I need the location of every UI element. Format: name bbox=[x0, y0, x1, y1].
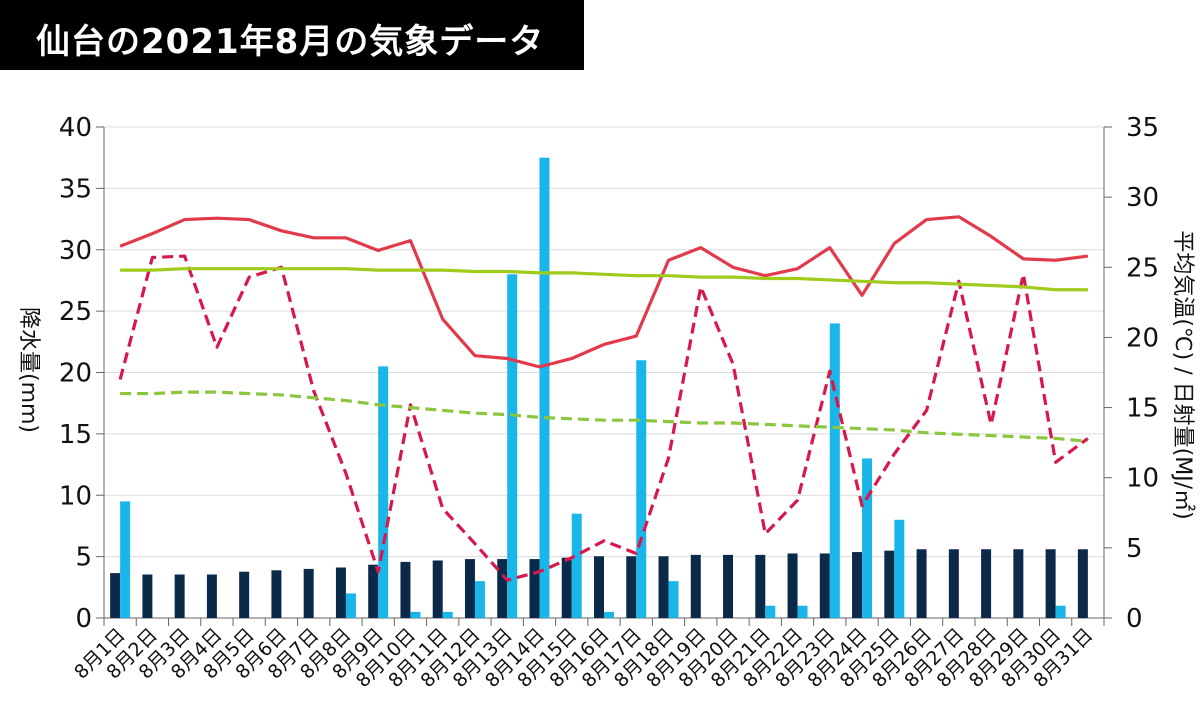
bar bbox=[658, 556, 669, 618]
bar bbox=[410, 611, 421, 618]
bars bbox=[110, 157, 1088, 618]
bar bbox=[303, 568, 314, 618]
series-line bbox=[120, 390, 1089, 443]
bar bbox=[604, 611, 614, 618]
tick-label-left: 40 bbox=[59, 113, 92, 143]
y-axis-left-label: 降水量(mm) bbox=[16, 307, 41, 433]
tick-label-left: 10 bbox=[59, 481, 92, 511]
tick-label-right: 15 bbox=[1126, 394, 1159, 424]
bar bbox=[120, 501, 131, 618]
title-banner: 仙台の2021年8月の気象データ bbox=[0, 0, 584, 70]
tick-label-left: 30 bbox=[59, 236, 92, 266]
lines bbox=[118, 215, 1089, 582]
bar bbox=[432, 560, 443, 618]
tick-label-right: 30 bbox=[1126, 183, 1159, 213]
bar bbox=[916, 549, 927, 618]
tick-label-left: 5 bbox=[75, 543, 92, 573]
bar bbox=[894, 519, 905, 618]
grid-lines bbox=[104, 126, 1104, 558]
bar bbox=[464, 559, 475, 618]
bar bbox=[529, 559, 540, 618]
series-line bbox=[118, 254, 1089, 582]
bar bbox=[594, 556, 604, 618]
bar bbox=[400, 561, 411, 618]
tick-label-left: 35 bbox=[59, 174, 92, 204]
bar bbox=[206, 574, 217, 618]
bar bbox=[378, 366, 389, 618]
tick-label-left: 25 bbox=[59, 297, 92, 327]
bar bbox=[862, 458, 873, 618]
bar bbox=[787, 553, 798, 618]
tick-labels: 0510152025303540051015202530358月1日8月2日8月… bbox=[59, 113, 1159, 692]
bar bbox=[1055, 605, 1066, 618]
tick-label-right: 20 bbox=[1126, 323, 1159, 353]
bar bbox=[981, 549, 992, 618]
bar bbox=[626, 556, 637, 618]
series-line bbox=[120, 267, 1088, 292]
bar bbox=[174, 574, 185, 618]
bar bbox=[797, 605, 808, 618]
chart-title: 仙台の2021年8月の気象データ bbox=[36, 22, 545, 62]
bar bbox=[571, 513, 582, 618]
bar bbox=[852, 552, 863, 618]
bar bbox=[948, 549, 959, 618]
bar bbox=[368, 564, 379, 618]
bar bbox=[765, 605, 776, 618]
bar bbox=[755, 554, 766, 618]
bar bbox=[1077, 549, 1088, 618]
tick-label-right: 0 bbox=[1126, 604, 1143, 634]
bar bbox=[561, 557, 572, 618]
tick-label-right: 25 bbox=[1126, 253, 1159, 283]
bar bbox=[507, 274, 518, 618]
bar bbox=[110, 573, 121, 618]
bar bbox=[442, 611, 453, 618]
bar bbox=[271, 570, 282, 618]
bar bbox=[335, 567, 346, 618]
bar bbox=[142, 574, 153, 618]
bar bbox=[723, 554, 734, 618]
bar bbox=[819, 553, 830, 618]
series-line bbox=[119, 215, 1089, 369]
bar bbox=[239, 571, 250, 618]
bar bbox=[474, 581, 485, 618]
bar bbox=[668, 581, 679, 618]
bar bbox=[497, 559, 508, 618]
bar bbox=[1045, 549, 1056, 618]
axes bbox=[96, 126, 1112, 626]
bar bbox=[829, 323, 840, 618]
bar bbox=[884, 550, 895, 618]
tick-label-right: 5 bbox=[1126, 534, 1143, 564]
tick-label-right: 10 bbox=[1126, 464, 1159, 494]
tick-label-left: 0 bbox=[75, 604, 92, 634]
y-axis-right-label: 平均気温(℃) / 日射量(MJ/㎡) bbox=[1170, 230, 1196, 519]
bar bbox=[539, 157, 550, 618]
bar bbox=[1013, 549, 1024, 618]
tick-label-left: 20 bbox=[59, 359, 92, 389]
bar bbox=[345, 593, 356, 618]
tick-label-right: 35 bbox=[1126, 113, 1159, 143]
tick-label-left: 15 bbox=[59, 420, 92, 450]
bar bbox=[636, 360, 647, 618]
bar bbox=[690, 554, 701, 618]
